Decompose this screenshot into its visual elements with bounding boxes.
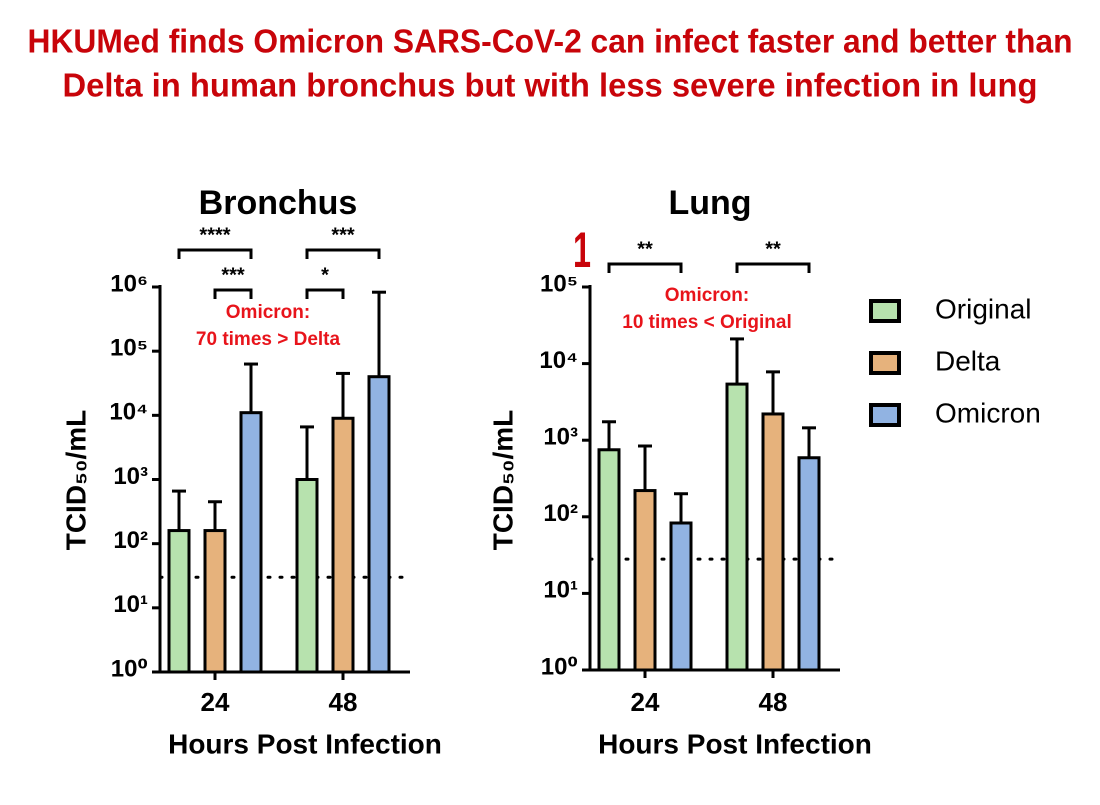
annotation: 70 times > Delta xyxy=(196,329,341,350)
legend-label: Original xyxy=(935,293,1031,324)
y-tick-label: 10² xyxy=(543,500,578,527)
y-tick-label: 10⁴ xyxy=(109,399,148,426)
y-axis-title: TCID₅₀/mL xyxy=(487,410,518,551)
y-tick-label: 10⁵ xyxy=(110,335,148,362)
y-tick-label: 10⁰ xyxy=(541,653,578,680)
legend-swatch xyxy=(869,351,901,375)
bar xyxy=(203,529,227,674)
significance-label: *** xyxy=(221,264,245,286)
legend-swatch xyxy=(869,299,901,323)
bar xyxy=(167,529,191,674)
significance-bracket xyxy=(607,262,683,273)
y-tick-label: 10¹ xyxy=(113,591,148,618)
y-tick-label: 10⁶ xyxy=(110,270,148,297)
y-tick-label: 10³ xyxy=(543,424,578,451)
bar xyxy=(295,478,319,674)
headline: Delta in human bronchus but with less se… xyxy=(63,67,1038,104)
legend-label: Delta xyxy=(935,345,1001,376)
significance-label: ** xyxy=(637,238,653,260)
chart-title: Lung xyxy=(668,184,751,222)
annotation: Omicron: xyxy=(665,285,749,306)
bar xyxy=(761,412,785,672)
headline: HKUMed finds Omicron SARS-CoV-2 can infe… xyxy=(28,23,1073,60)
y-tick-label: 10¹ xyxy=(543,577,578,604)
annotation: 10 times < Original xyxy=(622,312,792,333)
y-tick-label: 10⁰ xyxy=(111,655,148,682)
bar xyxy=(239,411,263,674)
y-axis-title: TCID₅₀/mL xyxy=(60,410,91,551)
significance-bracket xyxy=(735,262,811,273)
legend-swatch xyxy=(869,403,901,427)
significance-bracket xyxy=(177,248,253,259)
bar xyxy=(633,489,657,672)
bar xyxy=(725,382,749,672)
significance-label: * xyxy=(321,264,329,286)
y-tick-label: 10⁵ xyxy=(540,270,578,297)
x-tick-label: 48 xyxy=(329,687,358,717)
significance-label: **** xyxy=(199,224,230,246)
y-tick-label: 10² xyxy=(113,527,148,554)
badge: 1 xyxy=(573,222,591,278)
significance-bracket xyxy=(213,288,253,299)
x-axis-title: Hours Post Infection xyxy=(168,728,442,759)
annotation: Omicron: xyxy=(226,302,310,323)
x-tick-label: 24 xyxy=(201,687,230,717)
significance-bracket xyxy=(305,288,345,299)
y-tick-label: 10⁴ xyxy=(539,347,578,374)
legend-label: Omicron xyxy=(935,397,1041,428)
bar xyxy=(797,456,821,672)
bar xyxy=(597,448,621,672)
significance-label: *** xyxy=(331,224,355,246)
x-tick-label: 48 xyxy=(759,687,788,717)
x-axis-title: Hours Post Infection xyxy=(598,728,872,759)
chart-title: Bronchus xyxy=(199,184,358,222)
bar xyxy=(669,521,693,672)
significance-bracket xyxy=(305,248,381,259)
bar xyxy=(331,416,355,674)
significance-label: ** xyxy=(765,238,781,260)
x-tick-label: 24 xyxy=(631,687,660,717)
bar xyxy=(367,375,391,674)
y-tick-label: 10³ xyxy=(113,463,148,490)
